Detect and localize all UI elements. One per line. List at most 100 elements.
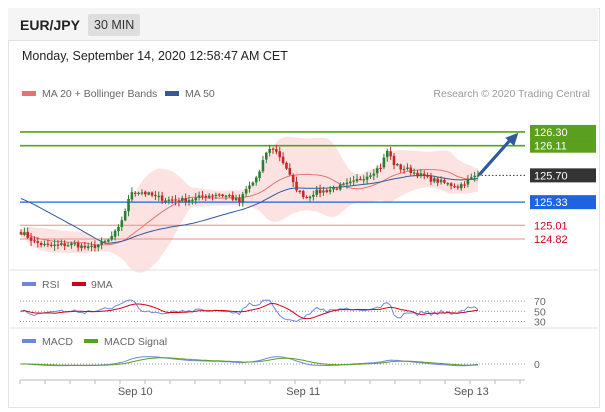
candle bbox=[19, 229, 23, 236]
candle bbox=[76, 240, 80, 252]
candle bbox=[170, 195, 174, 204]
macd-panel: MACD MACD Signal 0 bbox=[20, 336, 540, 371]
candle-body bbox=[469, 177, 473, 179]
candle bbox=[238, 194, 241, 207]
x-axis: Sep 10 Sep 11 Sep 13 bbox=[19, 379, 525, 398]
candle bbox=[456, 184, 460, 190]
candle-body bbox=[19, 232, 23, 235]
candle-body bbox=[120, 220, 124, 227]
candle-body bbox=[426, 175, 429, 177]
candle-body bbox=[46, 243, 50, 245]
candle bbox=[281, 152, 285, 165]
candle-body bbox=[308, 196, 312, 199]
level-tag-125-01: 125.01 bbox=[534, 220, 568, 232]
candle bbox=[473, 171, 476, 182]
timeframe-badge[interactable]: 30 MIN bbox=[88, 14, 141, 36]
candle-body bbox=[325, 190, 329, 193]
rsi-level-50: 50 bbox=[534, 306, 546, 318]
candle-body bbox=[385, 150, 389, 158]
candle-body bbox=[140, 192, 144, 194]
candle-body bbox=[362, 179, 366, 181]
candle bbox=[224, 194, 228, 200]
candle bbox=[244, 186, 248, 197]
candle bbox=[103, 239, 107, 243]
candle-body bbox=[291, 175, 295, 183]
candle bbox=[23, 227, 26, 237]
ma50-line bbox=[20, 174, 479, 244]
candle-body bbox=[113, 230, 117, 237]
legend-swatch-rsi bbox=[22, 282, 36, 286]
candle bbox=[177, 197, 181, 207]
candle bbox=[221, 193, 224, 198]
macd-signal-line bbox=[21, 357, 479, 366]
candle bbox=[372, 168, 376, 181]
candle-body bbox=[254, 177, 258, 183]
candle bbox=[476, 170, 480, 178]
candle-body bbox=[409, 167, 413, 173]
candle-body bbox=[103, 240, 107, 243]
candle bbox=[60, 239, 63, 247]
candle-body bbox=[456, 186, 460, 188]
candle bbox=[133, 191, 137, 197]
candle bbox=[36, 237, 40, 248]
candle-body bbox=[369, 175, 372, 177]
candle bbox=[443, 177, 446, 185]
candle-body bbox=[248, 185, 251, 189]
level-tag-125-70: 125.70 bbox=[534, 170, 568, 182]
candle bbox=[392, 153, 396, 170]
candle-body bbox=[70, 243, 73, 246]
candle bbox=[312, 190, 315, 201]
candle-body bbox=[412, 172, 416, 174]
candle-body bbox=[137, 192, 140, 194]
candle bbox=[288, 163, 292, 176]
candle-body bbox=[382, 157, 386, 168]
candle-body bbox=[201, 195, 204, 197]
candle bbox=[396, 163, 399, 167]
candle bbox=[295, 176, 298, 193]
candle bbox=[80, 243, 83, 252]
candle-body bbox=[191, 199, 194, 201]
candle bbox=[228, 193, 231, 198]
legend-swatch-9ma bbox=[72, 282, 86, 286]
candle bbox=[174, 194, 177, 206]
candle-body bbox=[187, 199, 191, 202]
candle-body bbox=[473, 175, 476, 178]
candle bbox=[335, 187, 339, 191]
level-tag-bg bbox=[530, 195, 596, 210]
candle bbox=[369, 172, 372, 179]
candle bbox=[154, 190, 157, 200]
candle bbox=[120, 216, 124, 232]
rsi-9ma-line bbox=[20, 302, 479, 320]
candle-body bbox=[154, 194, 157, 197]
candle bbox=[463, 181, 466, 189]
candle-body bbox=[43, 243, 46, 246]
candle bbox=[214, 192, 218, 199]
candle-body bbox=[123, 210, 127, 221]
candle-body bbox=[258, 171, 261, 178]
candle bbox=[449, 182, 453, 190]
candle-body bbox=[338, 184, 342, 190]
candle bbox=[211, 193, 214, 201]
candle-body bbox=[275, 149, 278, 152]
candle-body bbox=[476, 175, 480, 177]
candle bbox=[107, 238, 110, 243]
candle-body bbox=[288, 168, 292, 175]
candle-body bbox=[359, 178, 362, 181]
candle-body bbox=[436, 178, 439, 183]
candle-body bbox=[335, 188, 339, 190]
candle-body bbox=[318, 189, 322, 194]
candle bbox=[301, 189, 305, 200]
candle bbox=[217, 193, 221, 198]
candle-body bbox=[449, 183, 453, 186]
candle-body bbox=[345, 182, 349, 185]
candle bbox=[187, 195, 191, 206]
candle bbox=[275, 144, 278, 155]
candle-body bbox=[231, 195, 234, 200]
candle bbox=[429, 172, 433, 186]
candle-body bbox=[60, 243, 63, 245]
candle bbox=[234, 194, 238, 201]
candle bbox=[389, 146, 392, 160]
candle bbox=[140, 189, 144, 196]
candle-body bbox=[265, 152, 268, 160]
